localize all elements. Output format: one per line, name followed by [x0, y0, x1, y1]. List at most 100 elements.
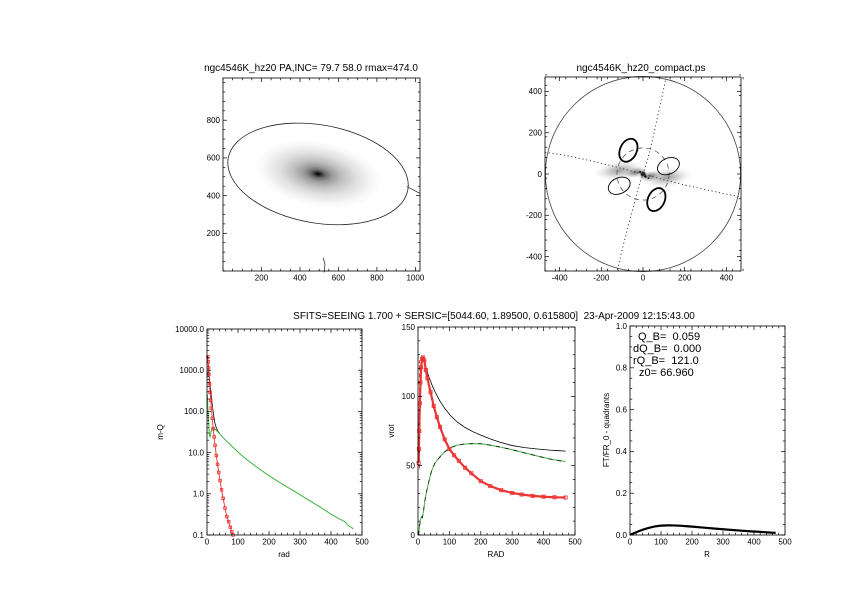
decor-line [322, 257, 326, 273]
y-tick-label: 0.0 [616, 531, 628, 540]
y-tick-label: 1000.0 [180, 366, 205, 375]
y-tick-label: 800 [207, 116, 221, 125]
residual-core-dot [644, 175, 647, 178]
annotation-z0: z0= 66.960 [639, 367, 694, 379]
series-bulge-component [207, 356, 234, 536]
x-tick-label: 500 [778, 538, 792, 547]
x-tick-label: 200 [678, 274, 692, 283]
x-tick-label: 300 [716, 538, 730, 547]
series-ft-fr0-quadrants [629, 524, 776, 536]
decor-line [406, 186, 421, 194]
x-tick-label: 0 [416, 538, 421, 547]
quadrant-yaxis-label: FT/FR_0 - quadrants [602, 393, 611, 467]
y-tick-label: 100.0 [184, 407, 205, 416]
series-total-rotation [422, 357, 566, 452]
residual-core-dot [647, 177, 650, 179]
y-tick-label: 0.6 [616, 405, 628, 414]
axes-frame [222, 77, 421, 272]
annotation-dqb: dQ_B= 0.000 [633, 343, 701, 355]
x-tick-label: 200 [474, 538, 488, 547]
residual-lobe-contour [618, 137, 639, 163]
x-tick-label: 200 [255, 274, 269, 283]
panel1-title: ngc4546K_hz20 PA,INC= 79.7 58.0 rmax=474… [204, 63, 418, 74]
y-tick-label: 600 [207, 154, 221, 163]
y-tick-label: 200 [207, 229, 221, 238]
bottom-row-title: SFITS=SEEING 1.700 + SERSIC=[5044.60, 1.… [293, 311, 695, 322]
y-tick-label: 200 [529, 129, 543, 138]
series-disk-component [206, 394, 354, 530]
y-tick-label: 150 [402, 323, 416, 332]
x-tick-label: 100 [231, 538, 245, 547]
x-tick-label: -400 [552, 274, 569, 283]
x-tick-label: 400 [747, 538, 761, 547]
y-tick-label: 0 [538, 170, 543, 179]
y-tick-label: -200 [526, 211, 543, 220]
rotation-xaxis-label: RAD [488, 550, 505, 559]
panel2-title: ngc4546K_hz20_compact.ps [577, 63, 706, 74]
panel-galaxy-image: 200 400 600 800 1000 200 400 600 800 [207, 77, 425, 283]
x-tick-label: 400 [720, 274, 734, 283]
axes-frame [206, 328, 363, 536]
panel-rotation-curve: 0 100 200 300 400 500 0 50 100 150 [402, 323, 583, 547]
axes-ticks [544, 74, 744, 272]
galaxy-blob [254, 139, 382, 209]
y-tick-label: 1.0 [193, 490, 205, 499]
x-tick-label: 400 [324, 538, 338, 547]
residual-lobe-contour [646, 187, 667, 213]
y-tick-label: 10.0 [188, 448, 204, 457]
panel-residual-compact: -400 -200 0 200 400 -400 -200 0 200 400 [526, 74, 744, 283]
axes-ticks [629, 325, 786, 536]
y-tick-label: -400 [526, 252, 543, 261]
x-tick-label: 600 [332, 274, 346, 283]
isophote-ellipse [227, 122, 409, 226]
panel-profile-log: 0 100 200 300 400 500 0.1 1.0 10.0 100.0 1000.0 100… [175, 325, 369, 547]
axes-frame [417, 326, 576, 536]
residual-core-dot [639, 170, 642, 173]
axes-ticks [417, 326, 576, 536]
series-bulge-rotation [417, 355, 566, 499]
x-tick-label: 0 [205, 538, 210, 547]
x-tick-label: 300 [506, 538, 520, 547]
x-tick-label: 100 [443, 538, 457, 547]
y-tick-label: 100 [402, 392, 416, 401]
x-tick-label: -200 [593, 274, 610, 283]
y-tick-label: 0 [411, 531, 416, 540]
annotation-rqb: rQ_B= 121.0 [633, 355, 699, 367]
y-tick-label: 0.1 [193, 531, 205, 540]
rotation-yaxis-label: vrot [387, 424, 396, 438]
x-tick-label: 300 [293, 538, 307, 547]
x-tick-label: 400 [537, 538, 551, 547]
quadrant-xaxis-label: R [704, 550, 710, 559]
annotation-qb: Q_B= 0.059 [638, 331, 700, 343]
profile-xaxis-label: rad [278, 550, 290, 559]
x-tick-label: 200 [685, 538, 699, 547]
y-tick-label: 400 [529, 87, 543, 96]
x-tick-label: 200 [262, 538, 276, 547]
y-tick-label: 0.2 [616, 489, 628, 498]
x-tick-label: 400 [293, 274, 307, 283]
axes-ticks [206, 328, 363, 536]
y-tick-label: 50 [406, 461, 415, 470]
dotted-axis-curve [544, 151, 742, 198]
panel-quadrant-fourier: 0 100 200 300 400 500 0.0 0.2 0.4 0.6 0.8 1.0 [616, 322, 792, 547]
residual-lobe-contour [657, 157, 680, 176]
axes-ticks [222, 78, 420, 272]
x-tick-label: 500 [568, 538, 582, 547]
y-tick-label: 10000.0 [175, 325, 204, 334]
series-bulge-component-markers [206, 355, 235, 537]
x-tick-label: 500 [355, 538, 369, 547]
series-disk-rotation-overlay [418, 443, 566, 536]
y-tick-label: 1.0 [616, 322, 628, 331]
y-tick-label: 400 [207, 191, 221, 200]
series-total-model [207, 356, 220, 434]
residual-lobe-contour [607, 176, 631, 195]
y-tick-label: 0.4 [616, 447, 628, 456]
dotted-axis-curve [616, 76, 667, 272]
x-tick-label: 100 [654, 538, 668, 547]
y-tick-label: 0.8 [616, 364, 628, 373]
text-layer: ngc4546K_hz20 PA,INC= 79.7 58.0 rmax=474… [156, 63, 710, 559]
series-bulge-rotation-markers [416, 355, 568, 500]
